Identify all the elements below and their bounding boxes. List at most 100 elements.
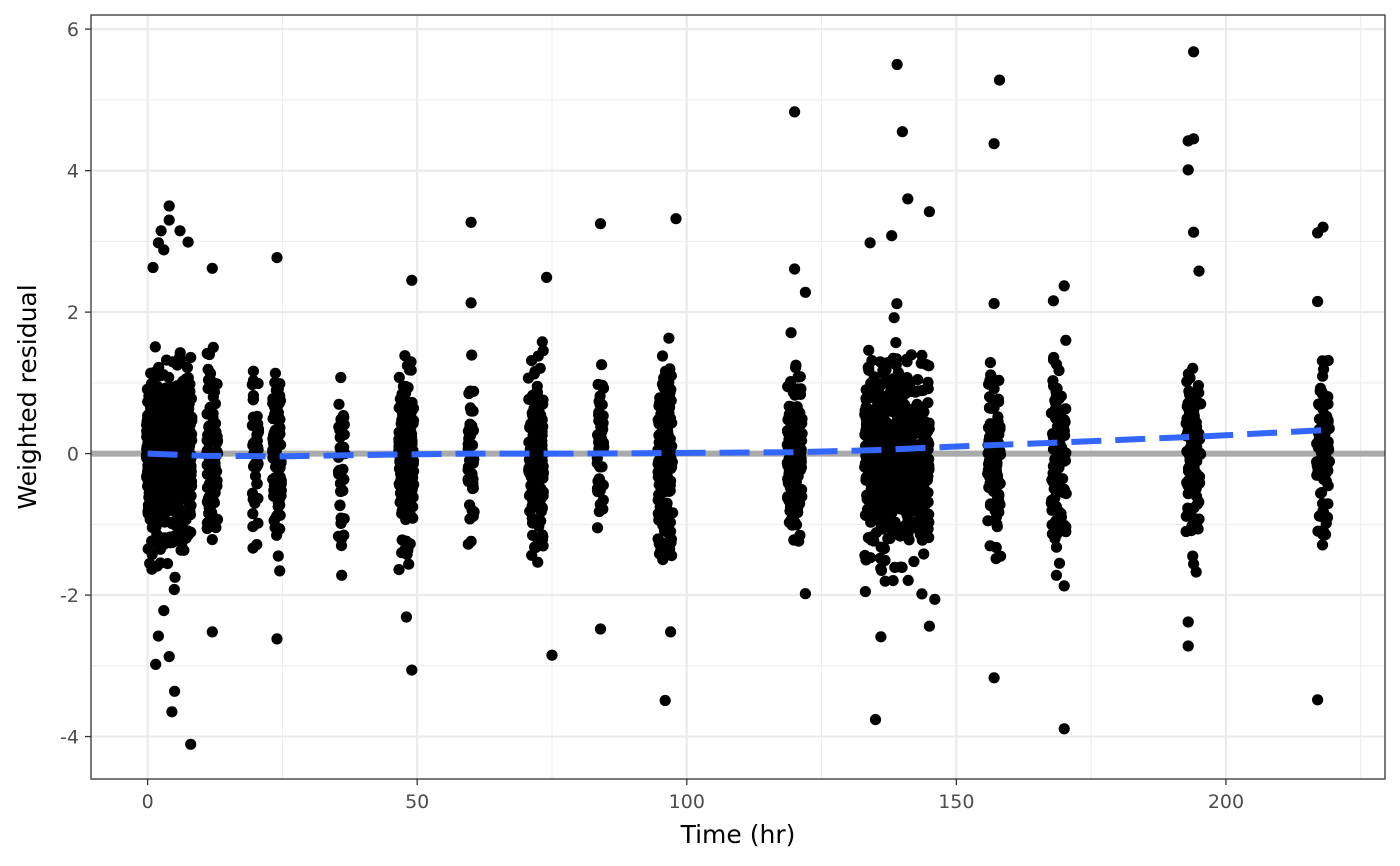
data-point [182, 236, 194, 248]
trend-line [147, 427, 1324, 460]
data-point [1055, 511, 1067, 523]
data-point [781, 439, 793, 451]
data-point [271, 252, 283, 264]
data-point [860, 509, 872, 522]
data-point [882, 462, 894, 474]
data-point [179, 422, 191, 434]
data-point [658, 398, 671, 410]
data-point [147, 261, 159, 274]
data-point [1312, 458, 1324, 470]
data-point [185, 738, 197, 750]
data-point [153, 361, 165, 374]
data-point [1050, 569, 1062, 581]
data-point [1058, 280, 1070, 292]
data-point [466, 420, 478, 432]
data-point [860, 461, 872, 473]
data-point [247, 493, 259, 505]
data-point [1184, 372, 1196, 384]
data-point [916, 349, 928, 361]
data-point [901, 495, 913, 507]
data-point [408, 478, 420, 491]
data-point [335, 540, 348, 552]
data-point [185, 351, 197, 364]
data-point [210, 513, 222, 525]
data-point [863, 364, 875, 376]
data-point [158, 431, 170, 443]
data-point [921, 424, 933, 437]
data-point [402, 544, 414, 556]
data-point [465, 535, 477, 548]
x-tick-label: 100 [669, 791, 705, 813]
data-point [527, 409, 539, 421]
data-point [403, 364, 415, 376]
data-point [984, 357, 997, 369]
data-point [912, 385, 924, 397]
data-point [1314, 385, 1326, 397]
data-point [655, 408, 667, 420]
data-point [864, 237, 876, 249]
data-point [207, 391, 219, 403]
data-point [407, 512, 419, 524]
y-tick-label: 2 [67, 302, 79, 324]
data-point [183, 434, 195, 446]
data-point [400, 611, 412, 623]
data-point [887, 406, 899, 418]
data-point [206, 626, 218, 638]
data-point [209, 473, 222, 485]
data-point [923, 620, 936, 632]
data-point [663, 332, 675, 344]
data-point [783, 453, 795, 465]
data-point [533, 418, 545, 431]
data-point [1312, 227, 1324, 239]
data-point [872, 404, 884, 416]
data-point [901, 479, 914, 491]
data-point [1181, 445, 1193, 458]
data-point [541, 271, 553, 283]
data-point [1318, 473, 1330, 485]
data-point [923, 206, 936, 218]
data-point [169, 571, 181, 583]
data-point [395, 438, 407, 450]
data-point [984, 500, 997, 512]
data-point [1182, 475, 1194, 487]
data-point [201, 408, 213, 420]
data-point [182, 455, 194, 467]
data-point [334, 424, 346, 436]
data-point [665, 626, 677, 638]
data-point [1316, 539, 1329, 551]
data-point [1317, 524, 1329, 537]
data-point [890, 386, 902, 399]
data-point [916, 490, 928, 502]
data-point [1316, 487, 1328, 499]
data-point [594, 218, 607, 230]
data-point [536, 336, 548, 348]
data-point [149, 341, 161, 353]
data-point [272, 501, 284, 513]
data-point [1191, 498, 1204, 510]
data-point [207, 420, 219, 432]
data-point [994, 499, 1006, 511]
data-point [534, 539, 546, 551]
data-point [1182, 135, 1194, 147]
data-point [1312, 295, 1324, 308]
data-point [166, 516, 178, 528]
data-point [984, 418, 996, 430]
data-point [174, 225, 186, 237]
data-point [903, 534, 915, 546]
data-point [271, 461, 283, 473]
data-point [596, 399, 608, 411]
data-point [464, 385, 476, 397]
data-point [403, 558, 415, 570]
data-point [1053, 557, 1066, 569]
data-point [163, 200, 175, 212]
data-point [923, 463, 935, 476]
data-point [881, 357, 893, 369]
data-point [591, 522, 604, 534]
data-point [1048, 380, 1060, 392]
data-point [874, 480, 886, 493]
data-point [252, 517, 264, 529]
data-point [269, 432, 281, 444]
data-point [670, 213, 682, 225]
data-point [1047, 428, 1059, 440]
data-point [1051, 464, 1063, 477]
